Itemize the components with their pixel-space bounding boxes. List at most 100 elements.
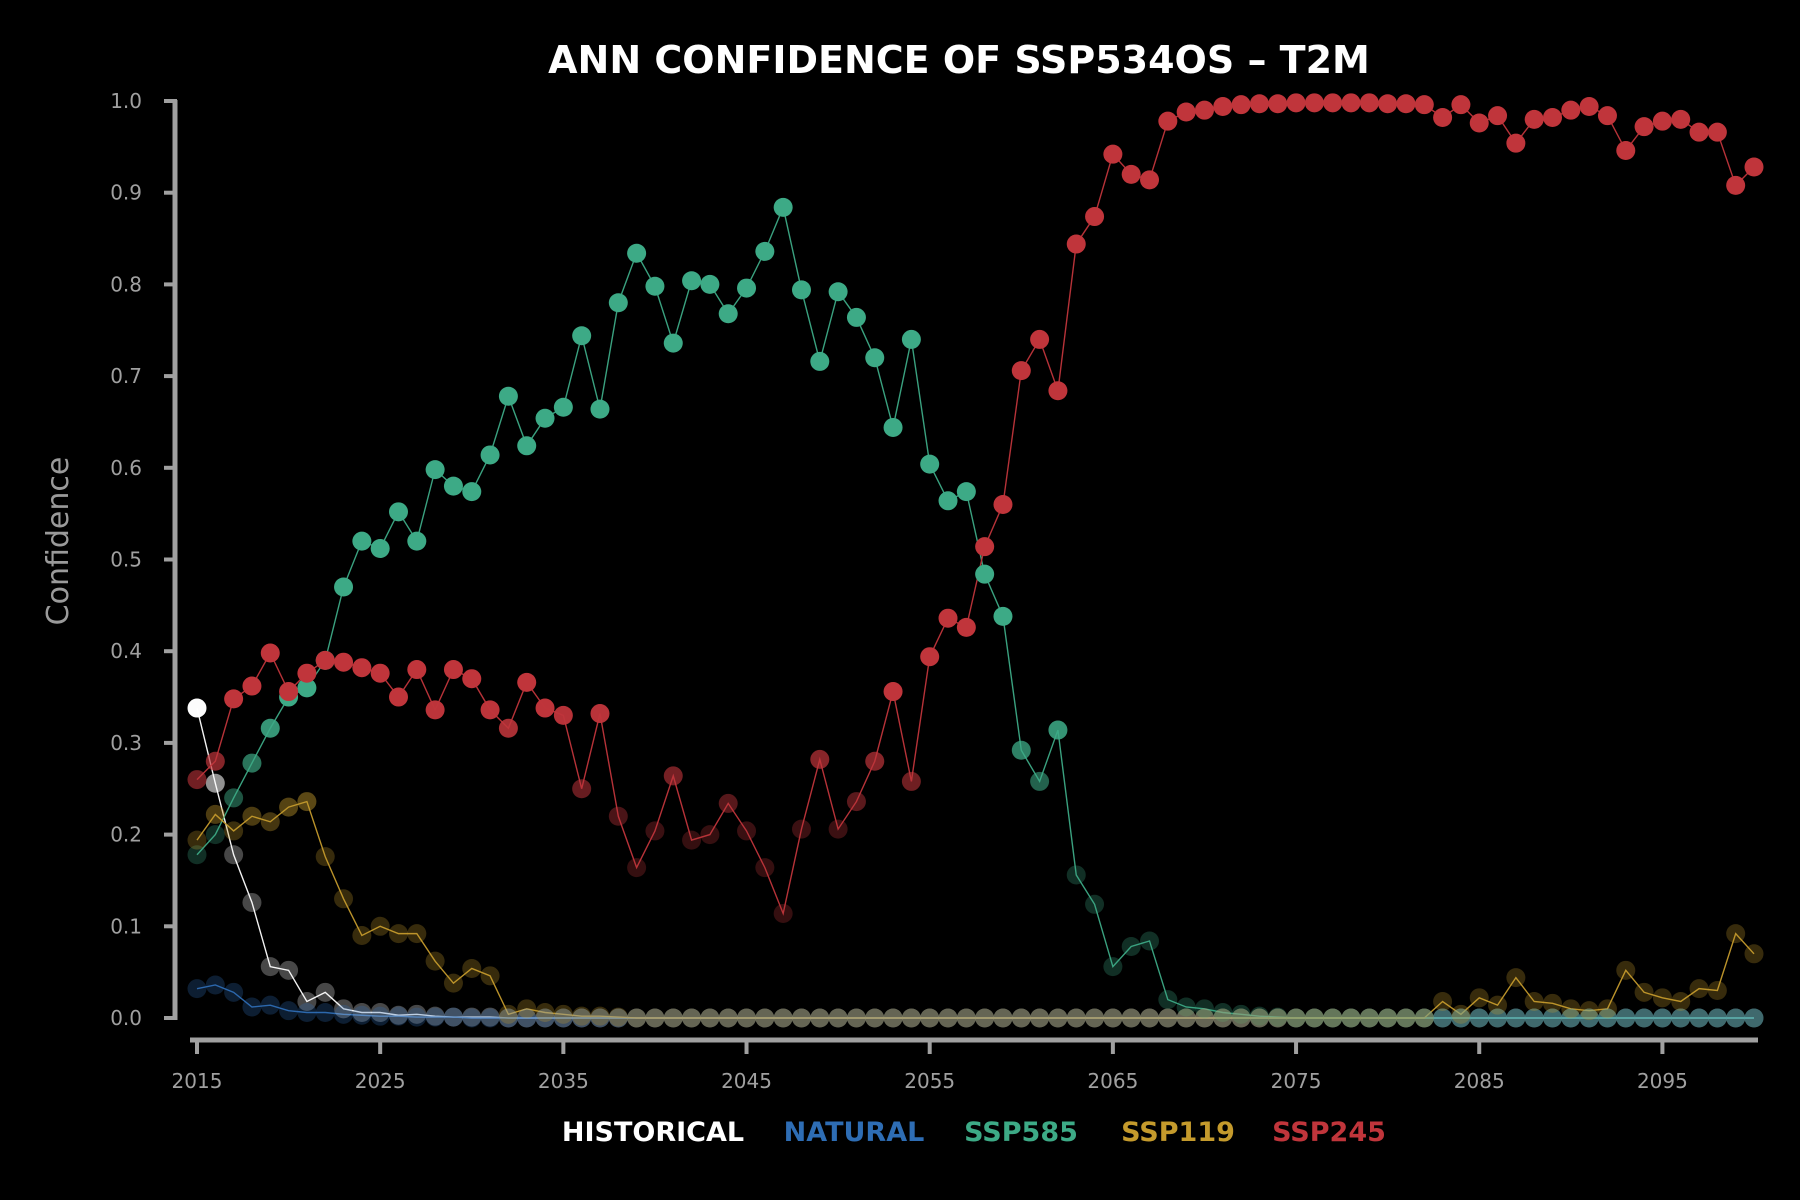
- point-ssp119: [1469, 988, 1489, 1008]
- point-ssp119: [883, 1008, 903, 1028]
- x-tick-label: 2085: [1454, 1069, 1505, 1093]
- point-natural: [1451, 1008, 1471, 1028]
- point-historical: [993, 1008, 1013, 1028]
- point-ssp119: [352, 925, 372, 945]
- point-historical: [1249, 1008, 1269, 1028]
- point-ssp245: [1524, 109, 1544, 129]
- point-ssp119: [1579, 1001, 1599, 1021]
- point-historical: [1524, 1008, 1544, 1028]
- point-ssp245: [883, 682, 903, 702]
- point-ssp585: [1341, 1008, 1361, 1028]
- point-natural: [279, 1001, 299, 1021]
- point-ssp119: [1121, 1008, 1141, 1028]
- point-ssp245: [1451, 95, 1471, 115]
- point-ssp585: [1561, 1008, 1581, 1028]
- point-natural: [718, 1008, 738, 1028]
- x-tick-label: 2015: [172, 1069, 223, 1093]
- y-tick-label: 0.6: [110, 456, 142, 480]
- point-natural: [1634, 1008, 1654, 1028]
- point-natural: [242, 997, 262, 1017]
- point-ssp245: [1158, 111, 1178, 131]
- point-historical: [1707, 1008, 1727, 1028]
- point-ssp119: [608, 1007, 628, 1027]
- point-ssp245: [1671, 109, 1691, 129]
- point-ssp245: [1616, 141, 1636, 161]
- point-ssp585: [1689, 1008, 1709, 1028]
- point-natural: [1140, 1008, 1160, 1028]
- y-tick-label: 0.8: [110, 272, 142, 296]
- point-ssp585: [1488, 1008, 1508, 1028]
- point-ssp245: [1414, 95, 1434, 115]
- point-natural: [572, 1008, 592, 1028]
- point-historical: [1030, 1008, 1050, 1028]
- point-ssp119: [810, 1008, 830, 1028]
- point-ssp119: [700, 1008, 720, 1028]
- point-ssp119: [1707, 980, 1727, 1000]
- point-historical: [1616, 1008, 1636, 1028]
- point-historical: [1194, 1008, 1214, 1028]
- point-natural: [1524, 1008, 1544, 1028]
- point-ssp585: [1140, 931, 1160, 951]
- point-ssp585: [1726, 1008, 1746, 1028]
- point-ssp245: [187, 770, 207, 790]
- point-historical: [205, 773, 225, 793]
- point-historical: [865, 1008, 885, 1028]
- point-ssp245: [682, 830, 702, 850]
- point-historical: [242, 892, 262, 912]
- point-ssp245: [1378, 94, 1398, 114]
- point-natural: [1597, 1008, 1617, 1028]
- point-ssp585: [462, 482, 482, 502]
- point-ssp245: [755, 858, 775, 878]
- point-ssp245: [590, 704, 610, 724]
- y-tick-label: 0.0: [110, 1006, 142, 1030]
- point-ssp585: [938, 491, 958, 511]
- point-ssp245: [700, 825, 720, 845]
- point-ssp585: [1194, 999, 1214, 1019]
- point-ssp119: [388, 924, 408, 944]
- point-ssp245: [1579, 97, 1599, 117]
- point-natural: [773, 1008, 793, 1028]
- point-ssp585: [1543, 1008, 1563, 1028]
- point-ssp245: [1359, 93, 1379, 113]
- point-ssp245: [1066, 234, 1086, 254]
- point-ssp245: [462, 669, 482, 689]
- point-historical: [1561, 1008, 1581, 1028]
- point-ssp119: [828, 1008, 848, 1028]
- point-ssp245: [608, 806, 628, 826]
- point-natural: [334, 1004, 354, 1024]
- y-tick-label: 0.5: [110, 548, 142, 572]
- point-ssp585: [1616, 1008, 1636, 1028]
- point-natural: [443, 1007, 463, 1027]
- point-historical: [938, 1008, 958, 1028]
- point-natural: [975, 1008, 995, 1028]
- point-natural: [205, 975, 225, 995]
- point-ssp585: [1121, 936, 1141, 956]
- point-historical: [810, 1008, 830, 1028]
- point-ssp585: [297, 678, 317, 698]
- point-ssp245: [627, 858, 647, 878]
- point-ssp585: [187, 845, 207, 865]
- point-historical: [828, 1008, 848, 1028]
- point-ssp585: [993, 606, 1013, 626]
- point-ssp119: [1304, 1008, 1324, 1028]
- point-natural: [462, 1008, 482, 1028]
- point-ssp585: [1103, 957, 1123, 977]
- point-ssp585: [590, 399, 610, 419]
- point-historical: [1689, 1008, 1709, 1028]
- series-points-ssp119: [187, 792, 1764, 1028]
- point-ssp245: [1744, 157, 1764, 177]
- point-ssp585: [205, 825, 225, 845]
- point-historical: [498, 1008, 518, 1028]
- point-historical: [1396, 1008, 1416, 1028]
- series-ssp585: [196, 205, 1754, 1019]
- point-ssp585: [498, 386, 518, 406]
- point-ssp119: [737, 1008, 757, 1028]
- point-ssp119: [1488, 995, 1508, 1015]
- point-ssp245: [242, 676, 262, 696]
- point-ssp585: [407, 531, 427, 551]
- point-ssp245: [1286, 93, 1306, 113]
- point-natural: [590, 1008, 610, 1028]
- point-ssp585: [1671, 1008, 1691, 1028]
- point-historical: [1652, 1008, 1672, 1028]
- point-ssp585: [1268, 1007, 1288, 1027]
